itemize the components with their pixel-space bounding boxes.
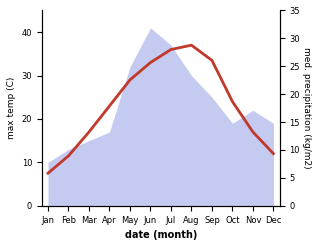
Y-axis label: max temp (C): max temp (C) <box>7 77 16 139</box>
X-axis label: date (month): date (month) <box>125 230 197 240</box>
Y-axis label: med. precipitation (kg/m2): med. precipitation (kg/m2) <box>302 47 311 169</box>
